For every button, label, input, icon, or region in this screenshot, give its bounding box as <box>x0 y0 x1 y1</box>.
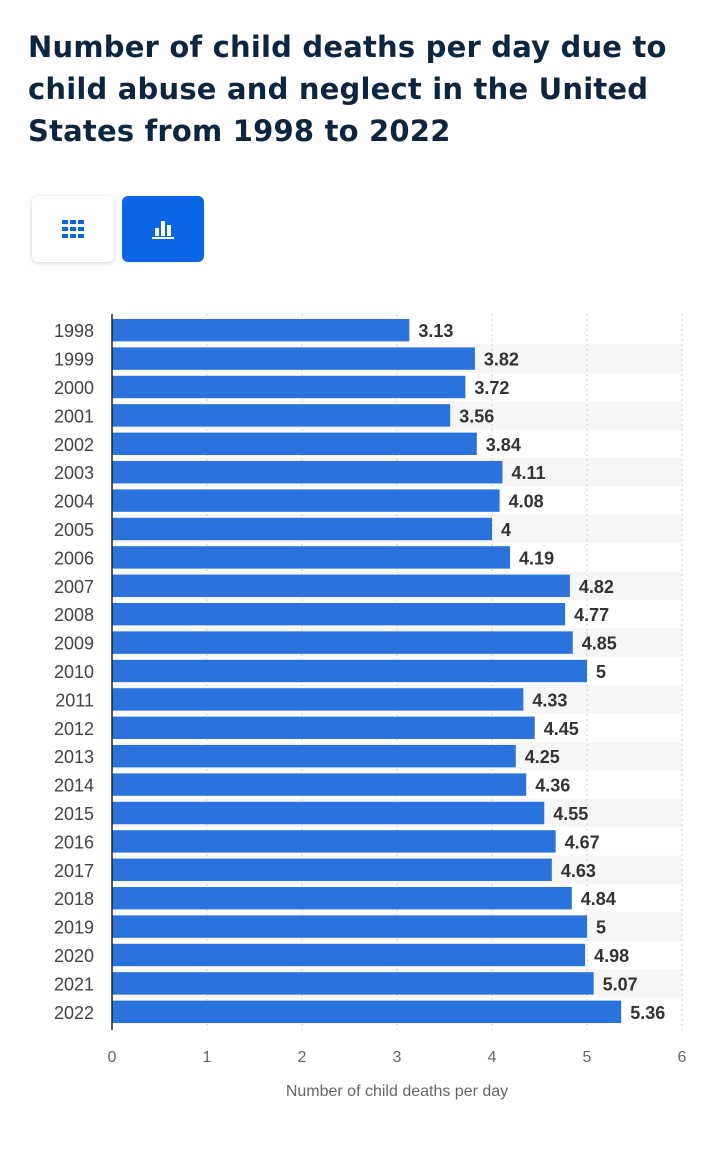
bar <box>112 319 410 342</box>
bar <box>112 858 552 881</box>
bar <box>112 574 570 597</box>
bar <box>112 773 527 796</box>
x-tick-label: 6 <box>678 1049 687 1066</box>
category-label: 2017 <box>54 861 94 881</box>
data-label: 4.45 <box>544 719 579 739</box>
bar <box>112 716 535 739</box>
bar <box>112 347 475 370</box>
category-label: 2004 <box>54 492 94 512</box>
data-label: 5.36 <box>630 1003 665 1023</box>
category-label: 2011 <box>55 690 94 710</box>
bar <box>112 745 516 768</box>
data-label: 4.82 <box>579 577 614 597</box>
chart-view-button[interactable] <box>122 196 204 262</box>
bar <box>112 603 566 626</box>
bar <box>112 489 500 512</box>
category-label: 2000 <box>54 378 94 398</box>
bar <box>112 375 466 399</box>
bar <box>112 404 451 427</box>
bar-chart-icon <box>152 221 174 239</box>
data-label: 4.67 <box>565 832 600 852</box>
data-label: 3.72 <box>474 378 509 398</box>
data-label: 4.19 <box>519 548 554 568</box>
chart-title: Number of child deaths per day due to ch… <box>28 30 667 148</box>
data-label: 4.85 <box>582 634 617 654</box>
category-label: 2012 <box>54 719 94 739</box>
category-label: 2015 <box>54 804 94 824</box>
bar <box>112 461 503 484</box>
bar <box>112 972 594 995</box>
category-label: 2020 <box>54 946 94 966</box>
category-label: 2021 <box>54 974 94 994</box>
x-tick-label: 2 <box>298 1049 307 1066</box>
bar <box>112 801 545 825</box>
bar <box>112 432 477 455</box>
category-label: 2010 <box>54 662 94 682</box>
chart-canvas: 1998 3.13 1999 3.82 2000 3.72 2001 3.56 2002 3.84… <box>54 314 687 1100</box>
category-label: 2018 <box>54 889 94 909</box>
category-label: 2001 <box>54 406 94 426</box>
x-tick-label: 0 <box>108 1049 117 1066</box>
category-label: 2013 <box>54 747 94 767</box>
data-label: 4.98 <box>594 946 629 966</box>
bar <box>112 943 586 967</box>
category-label: 2014 <box>54 776 94 796</box>
category-label: 2022 <box>54 1003 94 1023</box>
category-label: 2008 <box>54 605 94 625</box>
data-label: 3.13 <box>418 321 453 341</box>
data-label: 3.56 <box>459 406 494 426</box>
x-tick-label: 5 <box>583 1049 592 1066</box>
data-label: 4.11 <box>511 463 545 483</box>
bar <box>112 915 587 938</box>
data-label: 5 <box>596 918 606 938</box>
data-label: 4.25 <box>525 747 560 767</box>
x-tick-label: 3 <box>393 1049 402 1066</box>
category-label: 2005 <box>54 520 94 540</box>
table-view-button[interactable] <box>32 196 114 262</box>
category-label: 2006 <box>54 548 94 568</box>
data-label: 4 <box>501 520 511 540</box>
grid-icon <box>62 220 84 238</box>
category-label: 1998 <box>54 321 94 341</box>
bar-chart: 1998 3.13 1999 3.82 2000 3.72 2001 3.56 2002 3.84… <box>0 290 720 1120</box>
x-tick-label: 4 <box>488 1049 497 1066</box>
bar <box>112 830 556 853</box>
data-label: 3.82 <box>484 350 519 370</box>
category-label: 2019 <box>54 918 94 938</box>
bar <box>112 659 587 683</box>
data-label: 4.36 <box>535 776 570 796</box>
category-label: 2007 <box>54 577 94 597</box>
category-label: 2002 <box>54 435 94 455</box>
category-label: 2009 <box>54 634 94 654</box>
data-label: 4.77 <box>574 605 609 625</box>
data-label: 4.84 <box>581 889 616 909</box>
data-label: 4.63 <box>561 861 596 881</box>
category-label: 2003 <box>54 463 94 483</box>
x-tick-label: 1 <box>203 1049 212 1066</box>
bar <box>112 688 524 711</box>
bar <box>112 517 492 541</box>
category-label: 1999 <box>54 350 94 370</box>
data-label: 5.07 <box>603 974 638 994</box>
data-label: 4.33 <box>532 690 567 710</box>
bar <box>112 631 573 654</box>
category-label: 2016 <box>54 832 94 852</box>
data-label: 4.08 <box>509 492 544 512</box>
data-label: 3.84 <box>486 435 521 455</box>
data-label: 4.55 <box>553 804 588 824</box>
bar <box>112 546 511 569</box>
x-axis-title: Number of child deaths per day <box>286 1083 508 1100</box>
bar <box>112 1000 622 1023</box>
bar <box>112 887 572 910</box>
data-label: 5 <box>596 662 606 682</box>
